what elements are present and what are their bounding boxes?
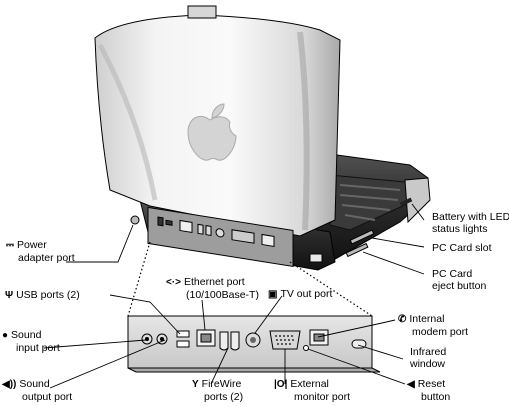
external-monitor-port-label: |O| External monitor port <box>274 378 351 403</box>
sound-output-port-label: ◀)) Sound output port <box>2 378 73 403</box>
sound-output-jack-icon <box>156 333 168 345</box>
sound-input-jack-icon <box>141 333 153 345</box>
usb-icon: Ψ <box>5 290 14 301</box>
reset-icon: ◀ <box>407 379 415 390</box>
usb-port-1 <box>176 330 190 338</box>
reset-button-label: ◀ Reset button <box>407 378 451 403</box>
firewire-ports-label: Y FireWire ports (2) <box>192 378 244 403</box>
monitor-icon: |O| <box>274 379 288 390</box>
power-adapter-port-label: ⎓ Power adapter port <box>6 239 75 264</box>
zoom-indicator-lines <box>127 241 373 317</box>
tv-out-port-label: ▣ TV out port <box>268 288 333 300</box>
firewire-icon: Y <box>192 379 199 390</box>
apple-logo-icon <box>187 103 237 161</box>
firewire-port-2 <box>230 331 240 351</box>
leader-lines <box>43 203 425 389</box>
firewire-port-1 <box>219 331 229 351</box>
internal-modem-port-label: ✆ Internal modem port <box>398 313 469 338</box>
usb-port-2 <box>176 340 190 348</box>
laptop-power-port <box>130 215 140 225</box>
phone-icon: ✆ <box>398 314 407 325</box>
speaker-icon: ◀)) <box>2 379 17 390</box>
battery-label: Battery with LED status lights <box>432 211 509 235</box>
tv-out-port <box>245 332 261 348</box>
usb-ports-label: Ψ USB ports (2) <box>5 289 80 301</box>
dc-power-icon: ⎓ <box>6 240 14 251</box>
lid-latch <box>187 5 217 19</box>
sound-input-port-label: ● Sound input port <box>2 329 60 354</box>
microphone-icon: ● <box>2 330 9 341</box>
port-panel-closeup <box>127 315 381 373</box>
pc-card-slot-label: PC Card slot <box>432 242 492 254</box>
ethernet-icon: <·> <box>166 277 182 288</box>
reset-button-hole <box>303 345 309 351</box>
laptop-illustration <box>94 5 431 271</box>
infrared-window-label: Infrared window <box>410 346 447 370</box>
tv-out-icon: ▣ <box>268 289 278 300</box>
ethernet-port-label: <·> Ethernet port (10/100Base-T) <box>166 276 259 301</box>
pc-card-eject-label: PC Card eject button <box>432 268 487 292</box>
